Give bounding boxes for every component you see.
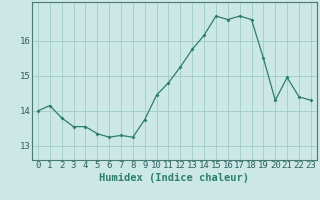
X-axis label: Humidex (Indice chaleur): Humidex (Indice chaleur) xyxy=(100,173,249,183)
